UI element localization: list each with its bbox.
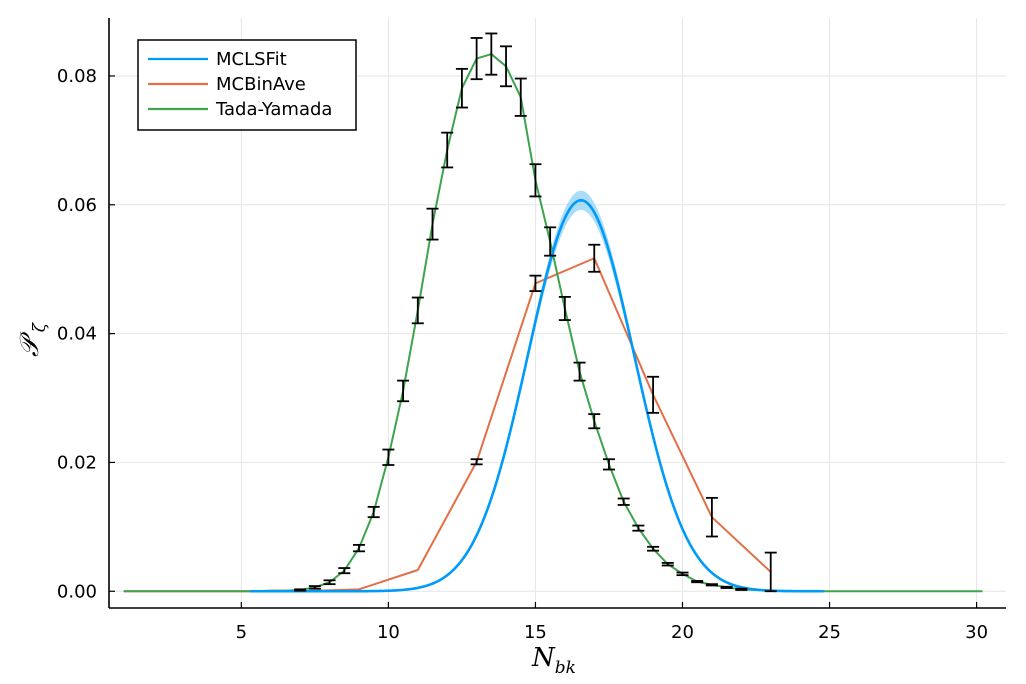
x-tick-label: 20 <box>671 622 694 643</box>
x-tick-label: 30 <box>965 622 988 643</box>
grid <box>109 18 1006 608</box>
tada-yamada-errorbar <box>485 32 498 76</box>
tada-yamada-errorbar <box>676 571 689 577</box>
tada-yamada-errorbar <box>441 131 454 169</box>
tada-yamada-errorbar <box>323 579 336 586</box>
legend: MCLSFit MCBinAve Tada-Yamada <box>137 39 357 131</box>
x-tick-label: 15 <box>524 622 547 643</box>
mcbinave-errorbar <box>764 551 777 593</box>
y-tick-label: 0.02 <box>57 452 97 473</box>
y-tick-label: 0.08 <box>57 66 97 87</box>
tada-yamada-errorbar <box>352 543 365 553</box>
tada-yamada-errorbar <box>470 37 483 81</box>
mclsfit-line <box>250 198 824 593</box>
tada-yamada-errorbar <box>426 207 439 241</box>
axes <box>108 18 1006 609</box>
tada-yamada-errorbar <box>735 587 748 591</box>
tada-yamada-errorbar <box>544 226 557 257</box>
tick-labels: 5 10 15 20 25 30 0.00 0.02 0.04 0.06 0.08 <box>57 66 988 643</box>
x-tick-label: 10 <box>377 622 400 643</box>
legend-label-mclsfit: MCLSFit <box>216 49 287 70</box>
tada-yamada-errorbar <box>632 524 645 532</box>
tada-yamada-errorbar <box>500 45 513 88</box>
legend-label-tada-yamada: Tada-Yamada <box>215 99 332 120</box>
tada-yamada-errorbar <box>705 583 718 587</box>
mcbinave-errorbar <box>529 274 542 293</box>
tada-yamada-errorbar <box>411 296 424 325</box>
tada-yamada-errorbar <box>382 448 395 466</box>
tada-yamada-errorbar <box>367 505 380 519</box>
tada-yamada-errorbar <box>338 567 351 575</box>
mcbinave-errorbar <box>647 375 660 414</box>
y-tick-label: 0.00 <box>57 581 97 602</box>
legend-label-mcbinave: MCBinAve <box>216 74 306 95</box>
tada-yamada-errorbar <box>455 67 468 109</box>
tada-yamada-errorbar <box>308 585 321 590</box>
tada-yamada-errorbar <box>647 545 660 552</box>
error-bars <box>294 32 777 593</box>
tada-yamada-errorbar <box>573 361 586 382</box>
tada-yamada-errorbar <box>602 458 615 471</box>
x-tick-label: 5 <box>236 622 247 643</box>
tada-yamada-errorbar <box>661 562 674 567</box>
mcbinave-errorbar <box>470 458 483 466</box>
tada-yamada-errorbar <box>558 295 571 321</box>
tada-yamada-errorbar <box>294 588 307 592</box>
x-tick-label: 25 <box>818 622 841 643</box>
mcbinave-errorbar <box>588 243 601 273</box>
tada-yamada-errorbar <box>691 580 704 584</box>
tada-yamada-errorbar <box>588 413 601 430</box>
tada-yamada-errorbar <box>529 163 542 198</box>
tada-yamada-errorbar <box>720 585 733 589</box>
x-axis-title: Nbk <box>531 643 576 678</box>
y-tick-label: 0.04 <box>57 324 97 345</box>
tada-yamada-errorbar <box>617 497 630 506</box>
y-tick-label: 0.06 <box>57 195 97 216</box>
mcbinave-errorbar <box>705 496 718 538</box>
tada-yamada-errorbar <box>514 77 527 117</box>
series-lines <box>123 53 983 593</box>
tada-yamada-errorbar <box>397 379 410 403</box>
